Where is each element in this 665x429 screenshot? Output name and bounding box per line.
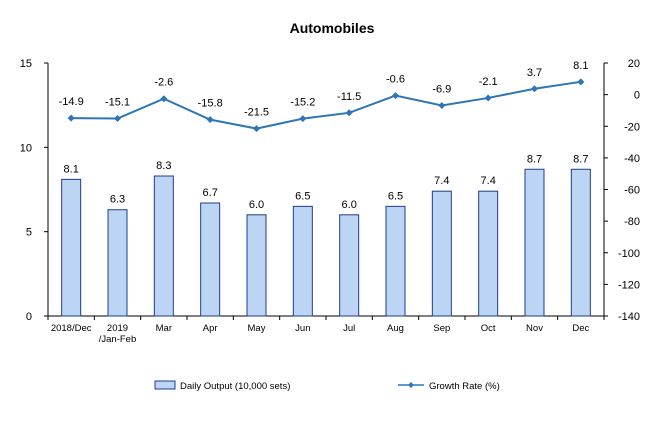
bar-value-label: 8.3 bbox=[156, 160, 171, 172]
legend-line-label: Growth Rate (%) bbox=[429, 381, 500, 392]
bar bbox=[339, 214, 360, 317]
bar-value-label: 7.4 bbox=[434, 175, 449, 187]
x-tick-label: Dec bbox=[572, 323, 589, 334]
left-tick-label: 10 bbox=[20, 142, 32, 154]
line-value-label: -2.1 bbox=[479, 76, 498, 88]
line-point bbox=[299, 115, 307, 123]
bar-series bbox=[61, 168, 591, 317]
line-point bbox=[392, 92, 399, 100]
x-tick-label: May bbox=[248, 323, 266, 334]
data-labels: 8.1 6.3 8.3 6.7 6.0 6.5 6.0 6.5 7.4 7.4 8.7 8.7 -14.… bbox=[59, 60, 589, 211]
bar-value-label: 6.3 bbox=[110, 194, 125, 206]
legend-bar-swatch bbox=[154, 380, 176, 390]
x-tick-label: Sep bbox=[433, 323, 450, 334]
bar-value-label: 8.7 bbox=[573, 153, 588, 165]
bar bbox=[292, 205, 313, 317]
bar bbox=[61, 178, 82, 317]
bar bbox=[153, 175, 174, 317]
line-value-label: -6.9 bbox=[432, 84, 451, 96]
line-point bbox=[438, 102, 446, 110]
bar bbox=[107, 209, 128, 317]
bar-value-label: 7.4 bbox=[481, 175, 496, 187]
bar bbox=[246, 214, 267, 317]
x-tick-label: Jul bbox=[343, 323, 355, 334]
right-tick-label: -140 bbox=[618, 311, 640, 323]
left-tick-label: 0 bbox=[26, 311, 32, 323]
bar-value-label: 8.7 bbox=[527, 153, 542, 165]
x-tick-label: Mar bbox=[156, 323, 172, 334]
line-value-label: -14.9 bbox=[59, 96, 84, 108]
line-point bbox=[114, 115, 121, 123]
line-point bbox=[253, 125, 260, 133]
line-value-label: -2.6 bbox=[154, 77, 173, 89]
left-tick-label: 15 bbox=[20, 58, 32, 70]
line-value-label: 8.1 bbox=[573, 60, 588, 72]
bar-value-label: 6.0 bbox=[249, 199, 264, 211]
line-point bbox=[206, 116, 214, 124]
right-tick-label: -20 bbox=[624, 121, 640, 133]
right-tick-label: 20 bbox=[628, 58, 640, 70]
bar bbox=[431, 190, 452, 317]
axes: 0 5 10 15 20 0 -20 -40 -60 -80 -100 -120 -140 2018/De… bbox=[20, 58, 640, 345]
line-value-label: -15.2 bbox=[290, 97, 315, 109]
chart-title: Automobiles bbox=[290, 20, 375, 36]
line-point bbox=[160, 95, 168, 103]
line-point bbox=[67, 114, 75, 122]
bar-value-label: 8.1 bbox=[64, 163, 79, 175]
bar bbox=[524, 168, 545, 317]
right-tick-label: -120 bbox=[618, 279, 640, 291]
line-value-label: -21.5 bbox=[244, 107, 269, 119]
line-value-label: -0.6 bbox=[386, 74, 405, 86]
right-tick-label: -40 bbox=[624, 153, 640, 165]
bar bbox=[570, 168, 591, 317]
bar bbox=[200, 202, 221, 317]
line-value-label: -15.1 bbox=[105, 97, 130, 109]
right-tick-label: -80 bbox=[624, 216, 640, 228]
line-point bbox=[577, 78, 585, 86]
x-tick-label: 2019/Jan-Feb bbox=[99, 323, 137, 345]
legend: Daily Output (10,000 sets) Growth Rate (%… bbox=[154, 380, 500, 392]
line-value-label: -11.5 bbox=[337, 91, 361, 103]
x-tick-label: Aug bbox=[387, 323, 404, 334]
right-tick-label: -100 bbox=[618, 248, 640, 260]
x-tick-label: 2018/Dec bbox=[51, 323, 92, 334]
line-series bbox=[67, 78, 585, 133]
line-point bbox=[531, 85, 538, 93]
x-tick-label: Nov bbox=[526, 323, 543, 334]
right-tick-label: 0 bbox=[634, 90, 640, 102]
right-tick-label: -60 bbox=[624, 185, 640, 197]
bar bbox=[478, 190, 499, 317]
line-value-label: 3.7 bbox=[527, 67, 542, 79]
growth-rate-line bbox=[71, 80, 581, 130]
legend-bar-label: Daily Output (10,000 sets) bbox=[180, 381, 290, 392]
bar bbox=[385, 205, 406, 317]
bar-value-label: 6.7 bbox=[203, 187, 218, 199]
x-tick-label: Jun bbox=[295, 323, 310, 334]
left-tick-label: 5 bbox=[26, 227, 32, 239]
line-point bbox=[345, 109, 353, 117]
x-tick-label: Oct bbox=[481, 323, 496, 334]
x-tick-label: Apr bbox=[203, 323, 218, 334]
bar-value-label: 6.0 bbox=[342, 199, 357, 211]
bar-value-label: 6.5 bbox=[295, 190, 310, 202]
legend-line-marker bbox=[408, 382, 414, 388]
bar-value-label: 6.5 bbox=[388, 190, 403, 202]
line-value-label: -15.8 bbox=[198, 98, 223, 110]
line-point bbox=[484, 94, 492, 102]
